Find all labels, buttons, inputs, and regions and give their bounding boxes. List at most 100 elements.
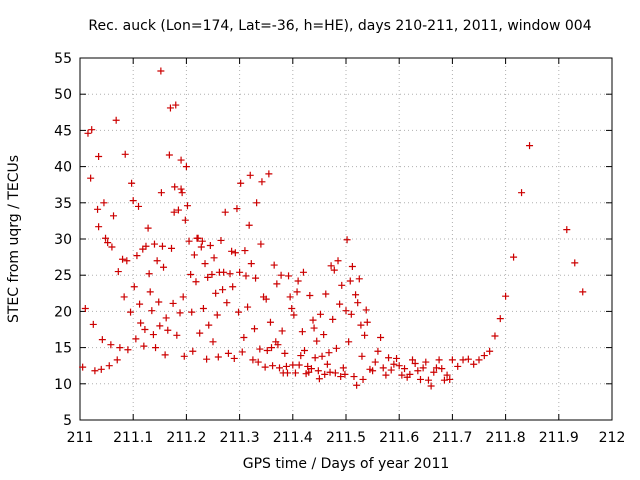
data-point xyxy=(204,273,212,281)
data-point xyxy=(354,299,362,307)
data-point xyxy=(446,375,454,383)
data-point xyxy=(385,354,393,362)
y-tick-label: 35 xyxy=(54,196,72,212)
data-point xyxy=(306,291,314,299)
data-point xyxy=(144,224,152,232)
data-point xyxy=(422,358,430,366)
data-point xyxy=(95,152,103,160)
data-point xyxy=(185,237,193,245)
data-point xyxy=(310,324,318,332)
x-tick-label: 212 xyxy=(599,430,626,446)
data-point xyxy=(377,333,385,341)
data-point xyxy=(170,208,178,216)
data-point xyxy=(393,354,401,362)
data-point xyxy=(353,381,361,389)
data-point xyxy=(231,249,239,257)
data-point xyxy=(124,346,132,354)
data-point xyxy=(454,362,462,370)
data-point xyxy=(95,223,103,231)
data-point xyxy=(153,257,161,265)
data-point xyxy=(196,329,204,337)
data-point xyxy=(276,364,283,372)
data-point xyxy=(165,151,173,159)
data-point xyxy=(152,344,160,352)
data-point xyxy=(285,272,293,280)
data-point xyxy=(220,268,228,276)
x-tick-label: 211.7 xyxy=(432,430,472,446)
data-point xyxy=(346,277,354,285)
data-point xyxy=(187,270,195,278)
data-point xyxy=(174,206,182,214)
data-point xyxy=(91,367,99,375)
data-point xyxy=(87,174,95,182)
data-point xyxy=(283,369,291,377)
data-point xyxy=(345,338,353,346)
data-point xyxy=(347,310,355,318)
data-point xyxy=(416,375,424,383)
data-point xyxy=(130,283,138,291)
data-point xyxy=(84,129,92,137)
x-tick-label: 211.9 xyxy=(539,430,579,446)
data-points xyxy=(79,67,587,390)
data-point xyxy=(178,189,186,197)
data-point xyxy=(261,363,269,371)
data-point xyxy=(252,274,260,282)
data-point xyxy=(379,364,387,372)
data-point xyxy=(326,368,334,376)
data-point xyxy=(169,299,177,307)
data-point xyxy=(327,262,335,270)
data-point xyxy=(355,275,363,283)
data-point xyxy=(339,364,347,372)
data-point xyxy=(320,331,328,339)
data-point xyxy=(316,310,324,318)
data-point xyxy=(141,326,149,333)
data-point xyxy=(237,179,245,187)
data-point xyxy=(362,306,370,314)
data-point xyxy=(250,325,258,333)
data-point xyxy=(411,360,419,368)
data-point xyxy=(274,341,282,349)
data-point xyxy=(382,371,390,379)
data-point xyxy=(88,126,96,134)
data-point xyxy=(321,370,329,378)
x-tick-label: 211.6 xyxy=(379,430,419,446)
data-point xyxy=(94,205,102,213)
x-tick-label: 211.2 xyxy=(166,430,206,446)
data-point xyxy=(160,263,168,271)
data-point xyxy=(181,216,189,224)
y-tick-label: 45 xyxy=(54,123,72,139)
data-point xyxy=(318,352,326,360)
data-point xyxy=(290,311,298,319)
data-point xyxy=(409,356,416,364)
data-point xyxy=(233,205,241,213)
data-point xyxy=(224,349,232,357)
y-tick-label: 5 xyxy=(63,413,72,429)
data-point xyxy=(221,208,229,216)
data-point xyxy=(219,286,227,294)
data-point xyxy=(247,260,255,268)
data-point xyxy=(256,345,264,353)
data-point xyxy=(249,356,257,364)
data-point xyxy=(172,101,180,109)
data-point xyxy=(245,221,253,229)
data-point xyxy=(179,293,187,301)
y-tick-label: 10 xyxy=(54,377,72,393)
data-point xyxy=(97,365,105,373)
y-tick-label: 15 xyxy=(54,341,72,357)
data-point xyxy=(480,352,488,360)
data-point xyxy=(155,298,163,306)
data-point xyxy=(309,316,317,324)
data-point xyxy=(305,368,313,376)
data-point xyxy=(212,289,220,297)
data-point xyxy=(89,320,97,328)
data-point xyxy=(177,185,185,193)
data-point xyxy=(132,335,140,343)
data-point xyxy=(325,349,333,357)
data-point xyxy=(242,272,250,280)
data-point xyxy=(265,170,273,178)
data-point xyxy=(475,356,483,364)
y-tick-label: 20 xyxy=(54,304,72,320)
y-tick-label: 55 xyxy=(54,51,72,67)
data-point xyxy=(358,352,366,360)
